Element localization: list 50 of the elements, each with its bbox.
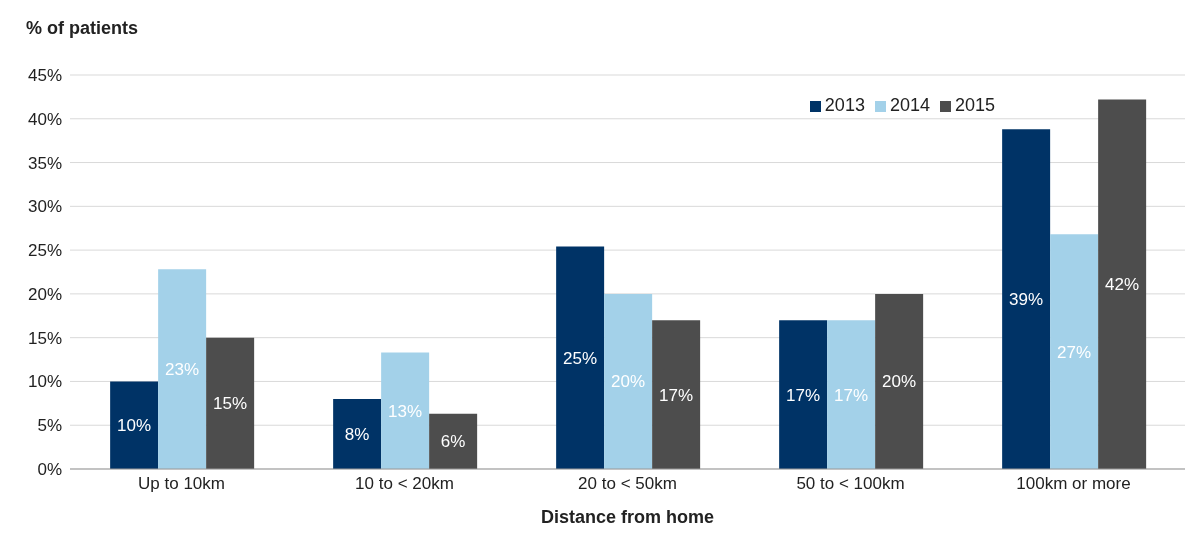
y-tick-label: 20% [27, 284, 62, 304]
bar [827, 320, 876, 469]
data-label: 6% [440, 432, 466, 452]
y-axis-title: % of patients [26, 18, 139, 39]
data-label: 13% [388, 401, 423, 421]
bar [875, 293, 924, 469]
x-tick-label: 10 to < 20km [355, 474, 454, 494]
data-label: 17% [659, 385, 694, 405]
y-tick-label: 5% [37, 416, 62, 436]
bar [333, 398, 382, 469]
y-tick-label: 40% [27, 109, 62, 129]
legend-label: 2014 [889, 95, 930, 115]
legend-label: 2015 [954, 95, 995, 115]
data-label: 10% [117, 416, 152, 436]
data-label: 20% [882, 372, 917, 392]
x-tick-label: 100km or more [1016, 474, 1131, 494]
x-tick-label: Up to 10km [138, 474, 225, 494]
y-tick-label: 45% [27, 66, 62, 86]
data-label: 25% [563, 348, 598, 368]
bar [158, 269, 207, 469]
legend-label: 2013 [824, 95, 865, 115]
bar [779, 320, 828, 469]
data-label: 17% [834, 385, 869, 405]
x-axis-title: Distance from home [540, 507, 715, 527]
data-label: 27% [1057, 342, 1092, 362]
bar [429, 413, 478, 469]
bar [604, 293, 653, 469]
data-label: 20% [611, 372, 646, 392]
bar [1002, 129, 1051, 469]
data-label: 8% [344, 425, 370, 445]
data-label: 42% [1105, 275, 1140, 295]
y-tick-label: 35% [27, 153, 62, 173]
y-tick-label: 25% [27, 241, 62, 261]
data-label: 15% [213, 394, 248, 414]
x-tick-label: 20 to < 50km [578, 474, 677, 494]
y-tick-label: 30% [27, 197, 62, 217]
bar [206, 337, 255, 469]
bar [1050, 234, 1099, 469]
y-tick-label: 0% [37, 460, 62, 480]
bar [110, 381, 159, 469]
y-tick-label: 15% [27, 328, 62, 348]
x-tick-label: 50 to < 100km [796, 474, 905, 494]
data-label: 23% [165, 360, 200, 380]
bar [652, 320, 701, 469]
bar [1098, 99, 1147, 469]
data-label: 17% [786, 385, 821, 405]
data-label: 39% [1009, 290, 1044, 310]
bar [556, 246, 605, 469]
bar [381, 352, 430, 469]
y-tick-label: 10% [27, 372, 62, 392]
